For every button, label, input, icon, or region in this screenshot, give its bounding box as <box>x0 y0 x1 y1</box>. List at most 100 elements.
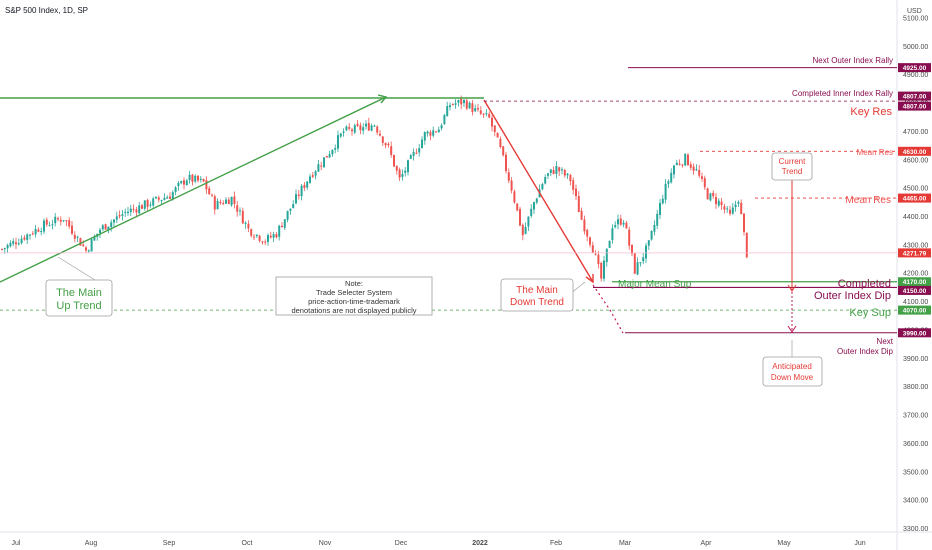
candle-body <box>132 208 135 210</box>
y-tick-label: 4600.00 <box>903 157 928 164</box>
candle-body <box>519 209 521 226</box>
candle-body <box>373 125 376 127</box>
candle-body <box>715 197 717 205</box>
candle-body <box>675 162 678 166</box>
candle-body <box>306 181 309 188</box>
candle-body <box>149 204 152 206</box>
candle-body <box>121 214 124 216</box>
candle-body <box>689 164 692 168</box>
candle-body <box>463 99 465 104</box>
x-tick-label: Oct <box>242 540 253 547</box>
price-badges: 4925.00 4807.00 4807.00 4630.00 4465.00 4271.… <box>898 63 931 338</box>
candle-body <box>31 233 34 235</box>
completed-dip-label-2: Outer Index Dip <box>814 290 891 302</box>
candle-body <box>712 192 715 197</box>
candle-body <box>353 125 356 133</box>
candle-body <box>177 183 180 187</box>
candle-body <box>502 146 505 156</box>
candle-body <box>264 241 267 243</box>
candle-body <box>320 165 323 167</box>
y-tick-label: 4300.00 <box>903 242 928 249</box>
candle-body <box>269 235 272 238</box>
current-trend-callout-box <box>771 152 813 181</box>
candle-body <box>236 205 239 212</box>
candle-body <box>205 180 208 190</box>
candle-body <box>309 176 311 183</box>
note-line-3: price-action-time-trademark <box>308 297 400 306</box>
y-tick-label: 3600.00 <box>903 441 928 448</box>
candle-body <box>379 133 381 136</box>
price-badge <box>898 146 931 156</box>
candle-body <box>743 213 745 233</box>
candle-body <box>365 123 367 127</box>
candle-body <box>107 226 110 231</box>
candle-body <box>183 180 185 185</box>
price-badge <box>898 101 931 111</box>
candle-body <box>208 188 211 195</box>
candle-body <box>608 240 611 248</box>
candle-body <box>87 250 90 252</box>
next-dip-label-1: Next <box>877 337 894 346</box>
candle-body <box>230 196 233 206</box>
x-tick-label: Nov <box>319 540 332 547</box>
candle-body <box>48 225 51 227</box>
candles <box>1 95 748 282</box>
candle-body <box>292 204 295 208</box>
candle-body <box>157 197 160 200</box>
candle-body <box>555 166 558 174</box>
candle-body <box>219 201 222 204</box>
mean-res-top-label: Mean Res <box>857 148 893 157</box>
projected-dip-path <box>592 284 624 334</box>
price-badge <box>898 277 931 287</box>
y-tick-label: 3300.00 <box>903 526 928 533</box>
candle-body <box>197 175 199 181</box>
candle-body <box>300 185 303 197</box>
y-tick-label: 4700.00 <box>903 129 928 136</box>
y-tick-label: 4500.00 <box>903 186 928 193</box>
candle-body <box>166 197 169 199</box>
up-trend-label-1: The Main <box>56 287 102 299</box>
price-badge-label: 4807.00 <box>903 94 927 101</box>
y-tick-label: 4900.00 <box>903 72 928 79</box>
candle-body <box>211 194 213 196</box>
candle-body <box>323 157 325 168</box>
candle-body <box>479 110 482 114</box>
candle-body <box>59 219 62 222</box>
candle-body <box>583 219 586 232</box>
candle-body <box>51 224 54 226</box>
candle-body <box>701 176 703 179</box>
candle-body <box>331 149 334 155</box>
candle-body <box>79 238 82 246</box>
candle-body <box>194 175 197 182</box>
candle-body <box>451 104 454 106</box>
anticipated-callout-box <box>762 356 823 387</box>
candle-body <box>695 169 698 171</box>
candle-body <box>429 132 432 136</box>
candle-body <box>454 103 457 105</box>
up-trend-label-2: Up Trend <box>56 300 101 312</box>
candle-body <box>591 245 594 253</box>
candle-body <box>647 240 650 246</box>
y-tick-label: 4100.00 <box>903 299 928 306</box>
down-trend-callout-box <box>500 278 574 312</box>
candle-body <box>351 129 353 132</box>
candle-body <box>163 197 166 200</box>
y-tick-label: 3400.00 <box>903 498 928 505</box>
candle-body <box>426 131 429 134</box>
candle-body <box>471 103 474 112</box>
candle-body <box>681 164 684 166</box>
candle-body <box>496 132 499 138</box>
candle-body <box>15 242 17 245</box>
note-line-1: Note: <box>345 279 363 288</box>
candle-body <box>199 178 202 180</box>
candle-body <box>26 234 29 241</box>
candle-body <box>535 198 538 203</box>
candle-body <box>717 200 720 206</box>
candle-body <box>247 223 250 229</box>
candle-body <box>191 174 194 182</box>
candle-body <box>29 234 31 236</box>
candle-body <box>667 181 670 184</box>
candle-body <box>359 125 362 131</box>
candle-body <box>625 222 628 229</box>
